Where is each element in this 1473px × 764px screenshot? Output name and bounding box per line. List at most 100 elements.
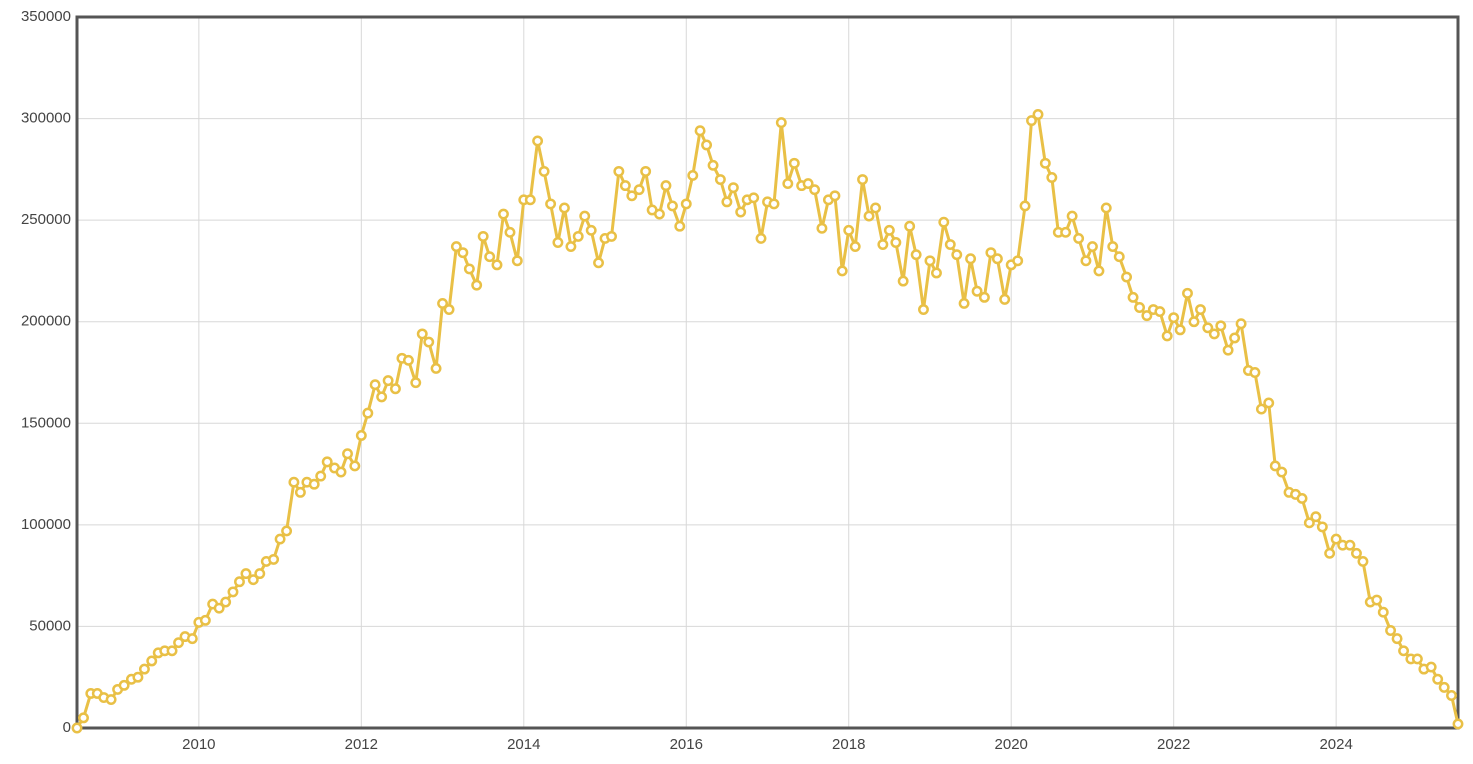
data-point bbox=[321, 456, 333, 468]
data-point bbox=[213, 602, 225, 614]
data-point bbox=[1377, 606, 1389, 618]
y-tick-label: 150000 bbox=[21, 414, 71, 431]
data-point bbox=[1351, 547, 1362, 559]
data-point bbox=[315, 470, 327, 482]
data-point bbox=[829, 190, 841, 202]
data-point bbox=[640, 165, 652, 177]
y-tick-label: 250000 bbox=[21, 211, 71, 228]
data-point bbox=[924, 255, 936, 267]
data-point bbox=[1107, 241, 1119, 253]
data-point bbox=[281, 525, 293, 537]
data-point bbox=[349, 460, 361, 472]
data-point bbox=[613, 165, 625, 177]
data-point bbox=[1202, 322, 1214, 334]
data-point bbox=[1398, 645, 1410, 657]
data-point bbox=[1073, 232, 1085, 244]
data-point bbox=[362, 407, 374, 419]
data-point bbox=[234, 576, 245, 588]
data-point bbox=[782, 178, 794, 190]
data-point bbox=[355, 430, 367, 441]
data-point bbox=[1432, 673, 1444, 685]
data-point bbox=[1222, 344, 1234, 356]
data-point bbox=[552, 237, 564, 248]
data-point bbox=[931, 267, 942, 279]
x-tick-label: 2014 bbox=[507, 736, 540, 753]
data-point bbox=[572, 230, 584, 242]
data-point bbox=[674, 220, 686, 232]
data-point bbox=[511, 255, 523, 267]
data-point bbox=[484, 251, 496, 263]
data-point bbox=[1161, 330, 1173, 342]
data-point bbox=[199, 614, 211, 626]
data-point bbox=[524, 194, 536, 206]
data-point bbox=[247, 574, 259, 586]
data-point bbox=[1385, 625, 1397, 636]
data-point bbox=[958, 297, 970, 309]
data-point bbox=[660, 180, 672, 192]
data-point bbox=[809, 184, 821, 196]
data-point bbox=[1249, 367, 1261, 378]
data-point bbox=[1411, 653, 1423, 665]
data-point bbox=[1357, 555, 1369, 567]
data-point bbox=[1060, 226, 1072, 238]
data-point bbox=[254, 568, 266, 580]
data-point bbox=[735, 206, 747, 218]
data-point bbox=[71, 722, 83, 734]
data-point bbox=[376, 391, 388, 403]
data-point bbox=[1316, 521, 1328, 533]
y-tick-label: 300000 bbox=[21, 110, 71, 127]
x-tick-label: 2010 bbox=[182, 736, 215, 753]
data-point bbox=[558, 202, 570, 214]
data-point bbox=[626, 190, 638, 202]
data-point bbox=[1154, 306, 1166, 318]
data-point bbox=[450, 241, 462, 253]
data-point bbox=[877, 239, 889, 250]
data-point bbox=[748, 192, 760, 204]
x-tick-label: 2018 bbox=[832, 736, 865, 753]
data-point bbox=[1026, 115, 1037, 127]
data-point bbox=[985, 247, 997, 259]
data-point bbox=[755, 232, 767, 244]
data-point bbox=[619, 180, 631, 192]
data-point bbox=[870, 202, 881, 214]
data-point bbox=[1019, 200, 1031, 212]
data-point bbox=[1425, 661, 1437, 673]
x-tick-label: 2012 bbox=[345, 736, 378, 753]
data-point bbox=[389, 383, 401, 395]
data-point bbox=[1066, 210, 1078, 222]
data-point bbox=[146, 655, 158, 667]
data-point bbox=[1046, 172, 1058, 183]
data-point bbox=[477, 230, 489, 242]
data-point bbox=[585, 224, 597, 236]
data-point bbox=[965, 253, 977, 265]
data-point bbox=[132, 671, 144, 683]
data-point bbox=[173, 637, 184, 649]
data-point bbox=[186, 633, 198, 645]
data-point bbox=[1039, 157, 1051, 169]
x-tick-label: 2022 bbox=[1157, 736, 1190, 753]
data-point bbox=[775, 117, 787, 129]
data-point bbox=[1324, 547, 1336, 559]
data-point bbox=[1235, 318, 1247, 330]
data-point bbox=[579, 210, 591, 222]
data-point bbox=[999, 293, 1011, 305]
data-point bbox=[1263, 397, 1275, 409]
data-point bbox=[938, 216, 950, 228]
data-point bbox=[227, 586, 239, 598]
data-point bbox=[1229, 332, 1241, 344]
data-point bbox=[1296, 492, 1308, 504]
data-point bbox=[288, 476, 300, 488]
data-point bbox=[714, 174, 726, 185]
data-point bbox=[1452, 718, 1464, 730]
data-point bbox=[294, 486, 306, 498]
data-point bbox=[1174, 324, 1186, 336]
data-point bbox=[897, 275, 909, 287]
data-point bbox=[538, 165, 550, 177]
data-point bbox=[308, 478, 320, 490]
data-point bbox=[1182, 287, 1193, 299]
data-point bbox=[991, 253, 1003, 265]
data-point bbox=[944, 239, 956, 250]
data-point bbox=[1086, 241, 1098, 253]
data-point bbox=[606, 230, 617, 242]
